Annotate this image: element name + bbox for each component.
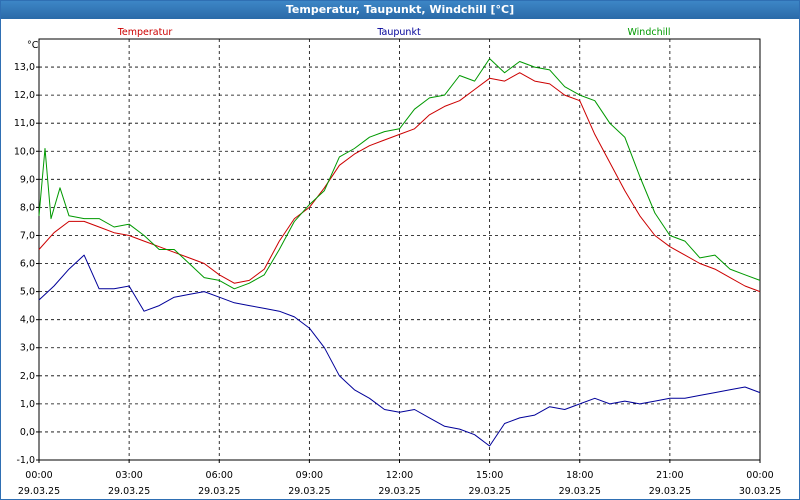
x-tick-label-date: 29.03.25	[18, 486, 60, 497]
y-tick-label: 1,0	[20, 399, 35, 410]
temperature-chart: -1,0 0,0 1,0 2,0 3,0 4,0 5,0 6,0 7,0 8,0 9,0 10,0 11…	[14, 27, 781, 497]
x-tick-label-time: 03:00	[115, 470, 142, 481]
y-tick-label: 5,0	[20, 287, 35, 298]
x-tick-label-date: 29.03.25	[198, 486, 240, 497]
y-tick-label: 6,0	[20, 259, 35, 270]
y-tick-label: -1,0	[16, 455, 35, 466]
series-line-windchill	[38, 58, 761, 290]
legend-entry-temperatur: Temperatur	[117, 27, 173, 38]
x-tick-label-date: 30.03.25	[739, 486, 781, 497]
grid	[39, 39, 760, 461]
y-tick-label: 13,0	[14, 62, 35, 73]
x-tick-label-date: 29.03.25	[649, 486, 691, 497]
y-tick-label: 3,0	[20, 343, 35, 354]
x-tick-label-time: 12:00	[386, 470, 413, 481]
x-tick-label-time: 06:00	[206, 470, 233, 481]
y-axis-unit: °C	[27, 40, 39, 51]
x-tick-label-time: 18:00	[566, 470, 593, 481]
series-line-taupunkt	[38, 254, 761, 447]
y-tick-label: 2,0	[20, 371, 35, 382]
y-tick-label: 7,0	[20, 230, 35, 241]
series-line-temperatur	[38, 72, 761, 293]
legend-entry-windchill: Windchill	[627, 27, 670, 38]
x-tick-label-date: 29.03.25	[378, 486, 420, 497]
series-lines	[38, 58, 761, 447]
y-tick-label: 8,0	[20, 202, 35, 213]
y-tick-label: 12,0	[14, 90, 35, 101]
x-tick-label-time: 09:00	[296, 470, 323, 481]
y-tick-label: 10,0	[14, 146, 35, 157]
legend-entry-taupunkt: Taupunkt	[376, 27, 421, 38]
x-tick-label-date: 29.03.25	[108, 486, 150, 497]
x-tick-label-date: 29.03.25	[559, 486, 601, 497]
x-tick-label-date: 29.03.25	[468, 486, 510, 497]
window-title: Temperatur, Taupunkt, Windchill [°C]	[1, 1, 799, 19]
x-tick-label-time: 00:00	[25, 470, 52, 481]
x-tick-label-time: 00:00	[746, 470, 773, 481]
y-tick-label: 9,0	[20, 174, 35, 185]
y-tick-label: 0,0	[20, 427, 35, 438]
y-tick-label: 11,0	[14, 118, 35, 129]
x-tick-label-time: 21:00	[656, 470, 683, 481]
axes: -1,0 0,0 1,0 2,0 3,0 4,0 5,0 6,0 7,0 8,0 9,0 10,0 11…	[14, 40, 781, 497]
x-tick-label-time: 15:00	[476, 470, 503, 481]
x-tick-label-date: 29.03.25	[288, 486, 330, 497]
y-tick-label: 4,0	[20, 315, 35, 326]
legend: Temperatur Taupunkt Windchill	[117, 27, 671, 38]
